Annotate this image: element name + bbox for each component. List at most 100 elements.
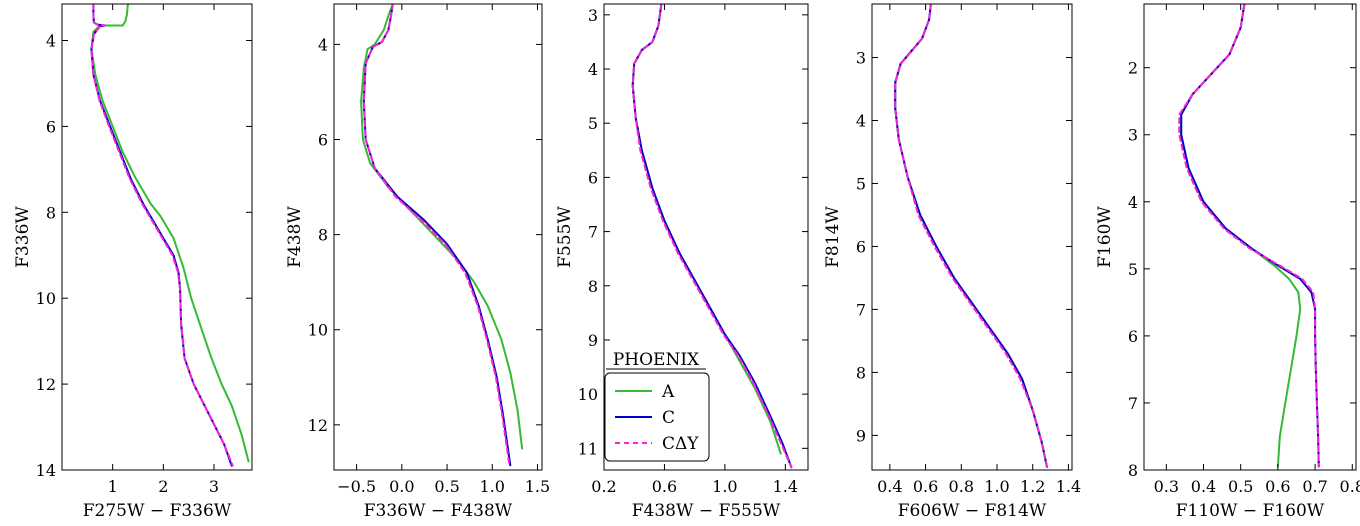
y-tick-label: 6	[856, 237, 866, 256]
y-tick-label: 5	[588, 114, 598, 133]
series-group	[90, 4, 250, 467]
y-tick-label: 2	[1128, 59, 1138, 78]
x-tick-label: 1.5	[525, 477, 550, 496]
y-tick-label: 9	[856, 426, 866, 445]
y-tick-label: 8	[46, 203, 56, 222]
x-tick-label: 0.8	[1340, 477, 1360, 496]
legend-label-C: C	[662, 408, 675, 428]
series-line-CdY	[894, 4, 1048, 468]
y-tick-label: 10	[308, 321, 328, 340]
series-line-CdY	[362, 4, 511, 467]
legend-box	[604, 372, 710, 462]
axes-frame	[61, 3, 253, 471]
y-tick-label: 7	[588, 223, 598, 242]
y-tick-label: 12	[36, 375, 56, 394]
y-tick-label: 4	[318, 35, 328, 54]
y-tick-label: 7	[1128, 394, 1138, 413]
y-axis-label: F814W	[823, 206, 843, 268]
x-tick-label: 0.0	[389, 477, 414, 496]
axes-frame	[603, 3, 809, 471]
y-tick-label: 3	[588, 6, 598, 25]
y-tick-label: 3	[1128, 126, 1138, 145]
panel-2: −0.5 0.0 0.5 1.0 1.5 4 6 8 10 12 F336W − F438W F438…	[285, 3, 550, 521]
x-axis-label: F336W − F438W	[364, 501, 513, 521]
y-tick-label: 6	[1128, 327, 1138, 346]
x-tick-label: 1.4	[773, 477, 798, 496]
series-group	[631, 4, 793, 469]
y-tick-label: 5	[856, 174, 866, 193]
panel-3: 0.2 0.6 1.0 1.4 3 4 5 6 7 8 9 10 11 F438W − F555W F555…	[555, 3, 809, 521]
series-group	[1178, 4, 1320, 468]
y-tick-label: 4	[46, 32, 56, 51]
y-tick-label: 8	[1128, 461, 1138, 480]
x-tick-label: 0.6	[913, 477, 938, 496]
x-axis-label: F438W − F555W	[632, 501, 781, 521]
y-tick-label: 4	[588, 60, 598, 79]
x-tick-label: −0.5	[337, 477, 376, 496]
y-tick-label: 4	[1128, 193, 1138, 212]
x-tick-label: 0.4	[1191, 477, 1216, 496]
x-tick-label: 1.4	[1056, 477, 1081, 496]
y-axis-label: F555W	[555, 206, 575, 268]
series-line-A	[894, 4, 1048, 468]
x-axis-label: F110W − F160W	[1176, 501, 1325, 521]
series-line-CdY	[1178, 4, 1320, 468]
y-tick-label: 8	[318, 226, 328, 245]
x-tick-label: 0.8	[949, 477, 974, 496]
y-tick-label: 5	[1128, 260, 1138, 279]
y-tick-label: 6	[46, 117, 56, 136]
x-tick-label: 1.2	[1020, 477, 1045, 496]
x-tick-label: 1.0	[480, 477, 505, 496]
y-tick-label: 12	[308, 416, 328, 435]
y-tick-label: 6	[318, 131, 328, 150]
y-axis-label: F336W	[13, 206, 33, 268]
y-tick-label: 8	[588, 277, 598, 296]
x-tick-label: 0.6	[1265, 477, 1290, 496]
x-tick-label: 1	[108, 477, 118, 496]
x-tick-label: 0.5	[434, 477, 459, 496]
y-tick-label: 3	[856, 49, 866, 68]
series-group	[360, 4, 524, 467]
x-tick-label: 0.6	[652, 477, 677, 496]
x-axis-label: F606W − F814W	[898, 501, 1047, 521]
x-tick-label: 3	[209, 477, 219, 496]
axes-frame	[333, 3, 543, 471]
series-line-C	[1180, 4, 1320, 468]
y-tick-label: 8	[856, 363, 866, 382]
y-tick-label: 4	[856, 112, 866, 131]
y-axis-label: F160W	[1095, 206, 1115, 268]
series-line-C	[894, 4, 1048, 468]
legend: PHOENIX AC CΔY	[604, 350, 710, 462]
y-axis-label: F438W	[285, 206, 305, 268]
series-line-CdY	[90, 4, 234, 467]
x-tick-label: 0.7	[1302, 477, 1327, 496]
axes-frame	[1143, 3, 1357, 471]
y-tick-label: 6	[588, 168, 598, 187]
y-tick-label: 9	[588, 331, 598, 350]
x-tick-label: 0.5	[1228, 477, 1253, 496]
series-line-CdY	[631, 4, 793, 469]
y-tick-label: 11	[578, 439, 598, 458]
x-tick-label: 1.0	[984, 477, 1009, 496]
x-tick-label: 1.0	[712, 477, 737, 496]
legend-label-A: A	[661, 382, 675, 402]
series-group	[894, 4, 1048, 468]
legend-title: PHOENIX	[613, 350, 700, 370]
series-line-A	[1180, 4, 1302, 468]
axes-frame	[871, 3, 1073, 471]
x-tick-label: 0.2	[591, 477, 616, 496]
panel-4: 0.4 0.6 0.8 1.0 1.2 1.4 3 4 5 6 7 8 9 F606W − F814W F8…	[823, 3, 1081, 521]
series-line-A	[90, 4, 250, 463]
y-tick-label: 10	[36, 289, 56, 308]
legend-label-CdY: CΔY	[662, 434, 699, 454]
series-line-C	[631, 4, 793, 469]
x-tick-label: 0.4	[877, 477, 902, 496]
x-tick-label: 0.3	[1154, 477, 1179, 496]
x-axis-label: F275W − F336W	[83, 501, 232, 521]
y-tick-label: 7	[856, 300, 866, 319]
y-tick-label: 14	[36, 461, 56, 480]
y-tick-label: 10	[578, 385, 598, 404]
x-tick-label: 2	[158, 477, 168, 496]
